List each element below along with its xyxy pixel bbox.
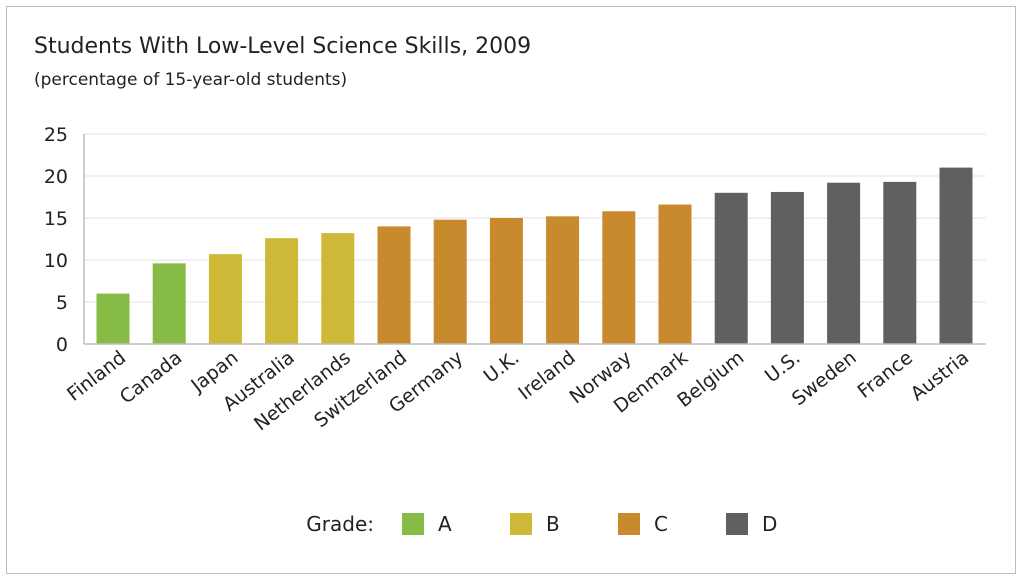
x-tick-label: Sweden	[788, 347, 861, 411]
x-tick-label: France	[854, 347, 917, 403]
bar-japan	[208, 254, 242, 344]
legend-swatch-b	[510, 513, 532, 535]
bar-france	[883, 181, 917, 344]
legend-title: Grade:	[306, 512, 374, 536]
bar-denmark	[658, 204, 692, 344]
y-tick-label: 20	[44, 166, 68, 188]
bar-norway	[602, 211, 636, 344]
y-axis-ticks: 0 5 10 15 20 25	[44, 124, 68, 356]
chart-title: Students With Low-Level Science Skills, …	[34, 34, 532, 59]
bar-netherlands	[321, 233, 355, 344]
bar-canada	[152, 263, 186, 344]
bar-germany	[433, 219, 467, 344]
bar-belgium	[714, 192, 748, 344]
bar-ireland	[546, 216, 580, 344]
y-tick-label: 25	[44, 124, 68, 146]
x-tick-label: U.K.	[480, 347, 524, 388]
bar-switzerland	[377, 226, 411, 344]
x-tick-label: Austria	[907, 347, 973, 406]
x-tick-label: U.S.	[761, 347, 805, 388]
legend-label-b: B	[546, 512, 560, 536]
legend-label-d: D	[762, 512, 777, 536]
y-tick-label: 15	[44, 208, 68, 230]
legend-label-a: A	[438, 512, 452, 536]
y-tick-label: 0	[56, 334, 68, 356]
bar-sweden	[827, 182, 861, 344]
legend-swatch-c	[618, 513, 640, 535]
chart-subtitle: (percentage of 15-year-old students)	[34, 70, 348, 90]
x-tick-label: Canada	[116, 347, 187, 409]
legend-swatch-a	[402, 513, 424, 535]
x-tick-label: Netherlands	[250, 347, 355, 436]
bar-finland	[96, 293, 130, 344]
bar-australia	[265, 238, 299, 344]
legend: Grade: A B C D	[306, 512, 777, 536]
y-tick-label: 5	[56, 292, 68, 314]
y-tick-label: 10	[44, 250, 68, 272]
legend-swatch-d	[726, 513, 748, 535]
bar-u-s	[770, 191, 804, 344]
bar-austria	[939, 167, 973, 344]
legend-label-c: C	[654, 512, 668, 536]
bar-u-k	[489, 218, 523, 344]
bars	[96, 167, 973, 344]
